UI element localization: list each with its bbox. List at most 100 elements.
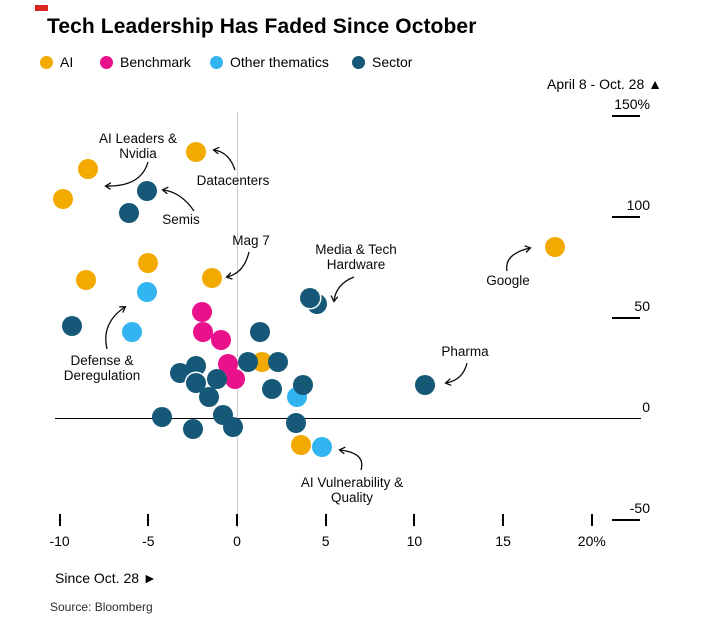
data-point-sector: [292, 374, 313, 395]
data-point-sector: [207, 368, 228, 389]
annotation-line: Mag 7: [232, 233, 270, 248]
x-tick-0: [236, 514, 238, 526]
x-tick-10: [413, 514, 416, 526]
x-tick-label-20: 20%: [577, 533, 606, 549]
annotation-line: Hardware: [326, 257, 386, 272]
annotation-arrow-pharma: [446, 362, 468, 383]
x-tick-label--5: -5: [142, 533, 155, 549]
annotation-media-tech-hardware: Media & Tech Hardware: [315, 242, 397, 272]
data-point-ai: [290, 435, 311, 456]
annotation-arrow-mag-7: [227, 251, 250, 277]
data-point-benchmark: [193, 322, 214, 343]
annotation-mag-7: Mag 7: [232, 233, 270, 248]
annotation-ai-vulnerability-quality: AI Vulnerability & Quality: [301, 475, 403, 505]
annotation-line: Quality: [330, 490, 374, 505]
legend-dot-other-thematics-icon: [210, 55, 223, 69]
x-tick-label-0: 0: [233, 533, 241, 549]
data-point-other-thematics-ai-vulnerability-quality: [312, 437, 333, 458]
annotation-line: AI Leaders &: [98, 131, 178, 146]
annotation-line: Nvidia: [119, 146, 157, 161]
legend-item-ai: AI: [40, 54, 73, 70]
annotation-line: Deregulation: [63, 368, 141, 383]
data-point-other-thematics-defense-deregulation: [136, 281, 157, 302]
annotation-line: Media & Tech: [315, 242, 397, 257]
data-point-sector: [118, 202, 139, 223]
y-tick-100: [612, 216, 640, 218]
data-point-ai-mag-7: [202, 267, 223, 288]
y-tick-label-100: 100: [626, 197, 650, 213]
x-tick-label--10: -10: [49, 533, 70, 549]
legend-label-ai: AI: [60, 54, 74, 70]
legend-label-benchmark: Benchmark: [120, 54, 191, 70]
x-zero-gridline: [237, 112, 238, 528]
data-point-sector: [182, 419, 203, 440]
y-axis-caption: April 8 - Oct. 28 ▲: [546, 76, 662, 92]
data-point-sector: [267, 352, 288, 373]
data-point-other-thematics: [122, 322, 143, 343]
legend-dot-ai-icon: [40, 55, 53, 69]
annotation-line: AI Vulnerability &: [300, 475, 404, 490]
x-axis-caption: Since Oct. 28 ►: [55, 570, 157, 586]
source-line: Source: Bloomberg: [50, 600, 153, 614]
data-point-ai-ai-leaders-nvidia: [53, 188, 74, 209]
data-point-sector: [186, 372, 207, 393]
annotation-google: Google: [486, 273, 530, 288]
data-point-ai-datacenters: [186, 142, 207, 163]
annotation-arrow-datacenters: [214, 150, 236, 171]
annotation-line: Datacenters: [196, 173, 270, 188]
data-point-sector: [285, 413, 306, 434]
data-point-sector: [170, 362, 191, 383]
data-point-sector: [152, 406, 173, 427]
annotation-arrow-ai-vulnerability-quality: [340, 450, 363, 471]
legend-item-other-thematics: Other thematics: [210, 54, 329, 70]
x-tick-label-5: 5: [321, 533, 330, 549]
annotation-arrow-semis: [163, 190, 195, 212]
annotation-semis: Semis: [162, 212, 200, 227]
y-tick-50: [612, 317, 640, 319]
chart-title: Tech Leadership Has Faded Since October: [47, 15, 477, 38]
data-point-sector-pharma: [415, 374, 436, 395]
y-tick-label--50: -50: [629, 500, 650, 516]
data-point-ai-ai-leaders-nvidia: [77, 158, 98, 179]
legend-label-sector: Sector: [372, 54, 413, 70]
y-tick-150: [612, 115, 640, 117]
data-point-ai: [138, 253, 159, 274]
x-tick-20: [590, 514, 593, 526]
y-tick-label-0: 0: [642, 399, 650, 415]
data-point-sector: [250, 322, 271, 343]
annotation-line: Semis: [162, 212, 200, 227]
x-tick--5: [147, 514, 150, 526]
annotation-ai-leaders-nvidia: AI Leaders & Nvidia: [99, 131, 177, 161]
annotation-line: Google: [486, 273, 530, 288]
data-point-ai-google: [544, 237, 565, 258]
data-point-ai: [76, 269, 97, 290]
data-point-sector: [62, 316, 83, 337]
data-point-sector: [186, 356, 207, 377]
x-tick-label-15: 15: [495, 533, 511, 549]
y-zero-line: [55, 418, 641, 419]
data-point-sector-media-tech-hardware: [299, 287, 320, 308]
y-tick-label-50: 50: [634, 298, 650, 314]
data-point-ai: [251, 352, 272, 373]
data-point-sector: [237, 352, 258, 373]
accent-bar: [35, 5, 48, 11]
x-tick--10: [58, 514, 61, 526]
annotation-defense-deregulation: Defense & Deregulation: [64, 353, 141, 383]
annotation-arrow-media-tech-hardware: [334, 276, 355, 301]
annotation-datacenters: Datacenters: [197, 173, 270, 188]
annotation-pharma: Pharma: [441, 344, 488, 359]
data-point-sector: [262, 378, 283, 399]
annotation-line: Defense &: [70, 353, 134, 368]
legend-dot-benchmark-icon: [100, 55, 113, 69]
annotation-arrow-google: [506, 248, 530, 272]
annotation-line: Pharma: [441, 344, 489, 359]
legend-label-other-thematics: Other thematics: [230, 54, 329, 70]
x-tick-5: [324, 514, 327, 526]
legend-item-sector: Sector: [352, 54, 412, 70]
data-point-sector: [198, 386, 219, 407]
x-tick-label-10: 10: [406, 533, 423, 549]
data-point-sector-semis: [136, 180, 157, 201]
data-point-benchmark: [225, 368, 246, 389]
y-tick--50: [612, 519, 640, 521]
